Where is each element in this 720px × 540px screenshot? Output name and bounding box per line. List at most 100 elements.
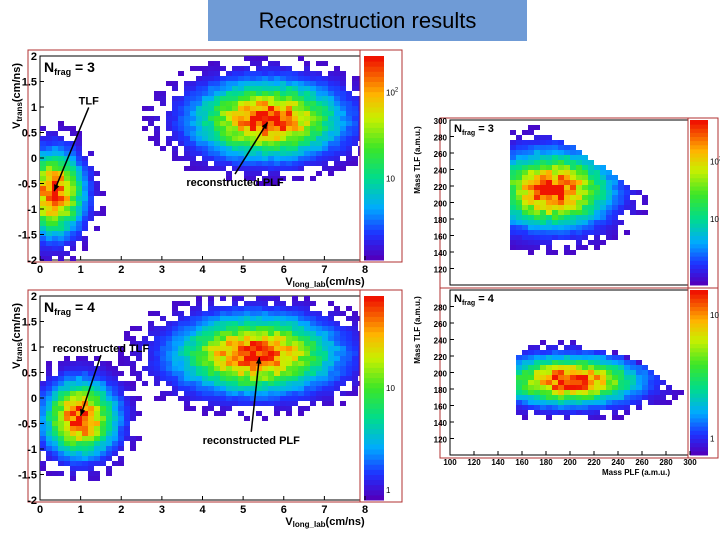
heat-cell [262,71,268,76]
heat-cell [352,386,358,391]
heat-cell [88,186,94,191]
heat-cell [172,101,178,106]
heat-cell [582,390,588,395]
heat-cell [672,390,678,395]
heat-cell [202,161,208,166]
heat-cell [214,351,220,356]
nfrag-subscript: frag [54,67,71,77]
heat-cell [624,370,630,375]
heat-cell [154,326,160,331]
heat-cell [184,391,190,396]
heat-cell [648,400,654,405]
heat-cell [130,436,136,441]
heat-cell [316,371,322,376]
heat-cell [256,346,262,351]
heat-cell [516,380,522,385]
colorbar-swatch [690,268,708,274]
heat-cell [262,366,268,371]
heat-cell [576,200,582,205]
heat-cell [184,406,190,411]
heat-cell [64,391,70,396]
heat-cell [510,235,516,240]
heat-cell [292,116,298,121]
heat-cell [292,86,298,91]
heat-cell [322,381,328,386]
heat-cell [606,175,612,180]
heat-cell [232,391,238,396]
heat-cell [606,360,612,365]
heat-cell [184,146,190,151]
heat-cell [106,381,112,386]
heat-cell [612,210,618,215]
heat-cell [516,190,522,195]
colorbar-swatch [364,357,384,363]
colorbar-swatch [690,364,708,369]
heat-cell [184,116,190,121]
heat-cell [328,321,334,326]
heat-cell [576,350,582,355]
heat-cell [618,385,624,390]
heat-cell [316,161,322,166]
heat-cell [304,116,310,121]
heat-cell [540,175,546,180]
heat-cell [540,400,546,405]
heat-cell [88,466,94,471]
heat-cell [672,395,678,400]
x-axis-title-unit: (cm/ns) [326,276,365,288]
heat-cell [46,251,52,256]
heat-cell [298,136,304,141]
heat-cell [112,371,118,376]
heat-cell [220,111,226,116]
heat-cell [232,296,238,301]
heat-cell [612,220,618,225]
heat-cell [522,220,528,225]
heat-cell [334,96,340,101]
heat-cell [280,96,286,101]
heat-cell [154,396,160,401]
heat-cell [244,351,250,356]
heat-cell [292,396,298,401]
heat-cell [64,441,70,446]
heat-cell [214,366,220,371]
heat-cell [576,360,582,365]
heat-cell [58,451,64,456]
heat-cell [310,131,316,136]
heat-cell [64,416,70,421]
heat-cell [58,221,64,226]
heat-cell [298,161,304,166]
heat-cell [250,366,256,371]
heat-cell [40,196,46,201]
heat-cell [298,341,304,346]
heat-cell [630,395,636,400]
heat-cell [166,361,172,366]
heat-cell [208,106,214,111]
heat-cell [576,355,582,360]
heat-cell [112,461,118,466]
heat-cell [148,321,154,326]
heat-cell [100,401,106,406]
slide-title: Reconstruction results [208,0,527,41]
heat-cell [564,390,570,395]
x-tick-label: 5 [240,264,246,276]
heat-cell [46,406,52,411]
heat-cell [184,386,190,391]
x-tick-label: 7 [321,264,327,276]
heat-cell [172,131,178,136]
heat-cell [522,205,528,210]
heat-cell [564,355,570,360]
colorbar-swatch [364,81,384,88]
heat-cell [190,106,196,111]
heat-cell [262,376,268,381]
heat-cell [220,166,226,171]
heat-cell [588,180,594,185]
heat-cell [576,185,582,190]
heat-cell [70,181,76,186]
heat-cell [540,145,546,150]
heat-cell [172,346,178,351]
heat-cell [588,240,594,245]
heat-cell [612,395,618,400]
heat-cell [334,321,340,326]
heat-cell [298,396,304,401]
heat-cell [292,81,298,86]
heat-cell [268,346,274,351]
